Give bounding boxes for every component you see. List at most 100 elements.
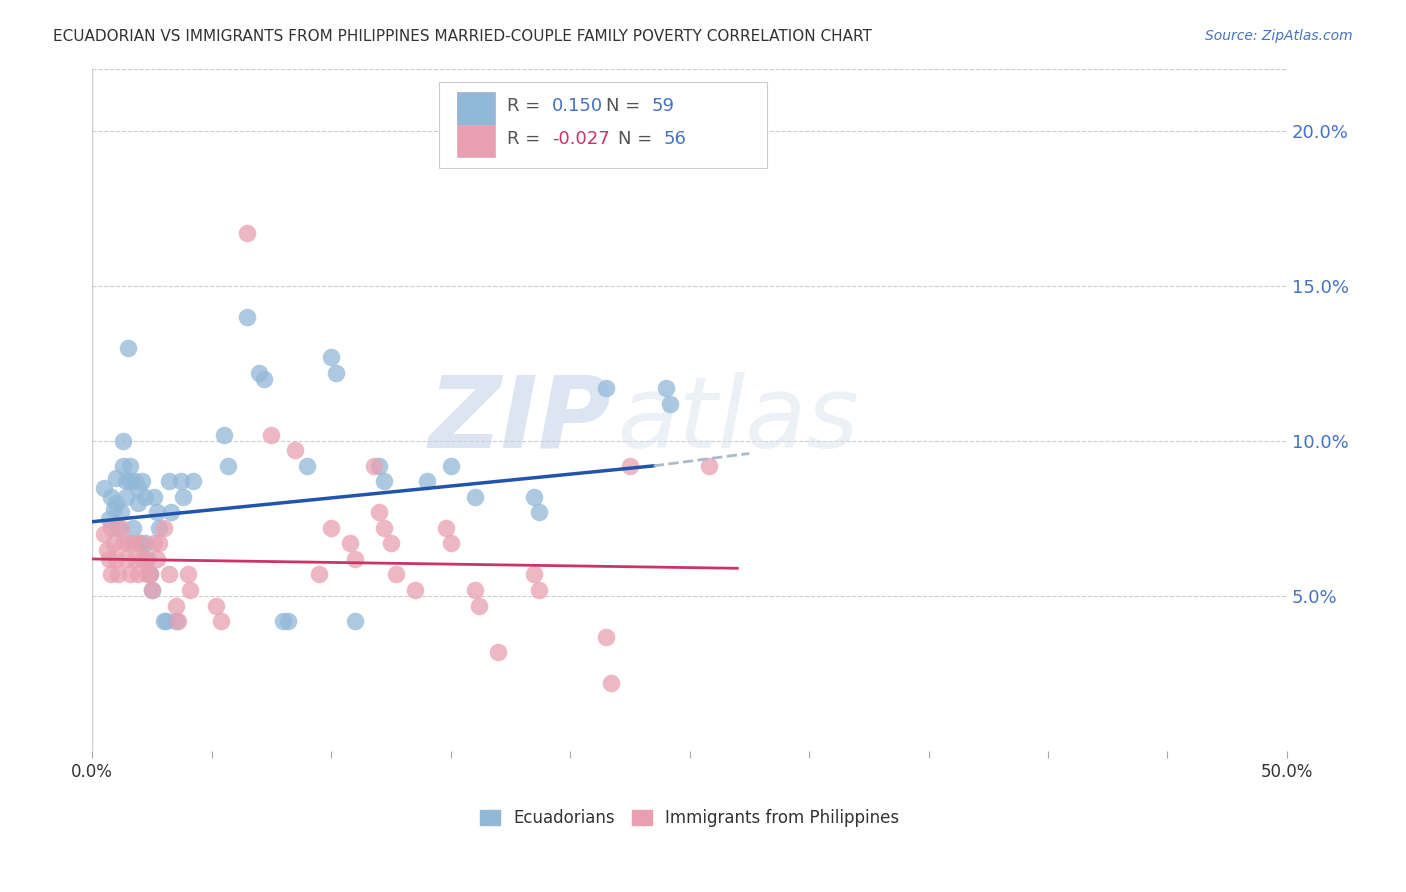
- Point: [134, 490, 156, 504]
- Point: [363, 458, 385, 473]
- Point: [141, 582, 163, 597]
- Point: [114, 490, 136, 504]
- Point: [97, 552, 120, 566]
- Text: R =: R =: [506, 97, 546, 115]
- Point: [134, 552, 156, 566]
- Point: [110, 505, 132, 519]
- Point: [344, 614, 367, 628]
- Point: [120, 567, 142, 582]
- Point: [599, 676, 621, 690]
- Point: [253, 372, 276, 386]
- Point: [527, 582, 550, 597]
- Point: [308, 567, 330, 582]
- Point: [100, 567, 122, 582]
- Point: [468, 599, 491, 613]
- Point: [167, 614, 190, 628]
- Point: [160, 505, 183, 519]
- Point: [434, 521, 457, 535]
- Point: [153, 614, 176, 628]
- Point: [157, 475, 180, 489]
- Point: [527, 505, 550, 519]
- Point: [97, 511, 120, 525]
- FancyBboxPatch shape: [457, 125, 495, 157]
- Point: [260, 427, 283, 442]
- Point: [120, 475, 142, 489]
- Point: [138, 567, 160, 582]
- Point: [127, 496, 149, 510]
- Point: [127, 481, 149, 495]
- Text: 59: 59: [651, 97, 675, 115]
- Point: [205, 599, 228, 613]
- Point: [619, 458, 641, 473]
- Point: [114, 552, 136, 566]
- Point: [165, 614, 187, 628]
- Point: [138, 567, 160, 582]
- Point: [654, 381, 676, 395]
- Point: [523, 567, 546, 582]
- Point: [339, 536, 361, 550]
- Point: [155, 614, 177, 628]
- Point: [93, 527, 115, 541]
- Point: [105, 496, 128, 510]
- Point: [277, 614, 299, 628]
- Point: [131, 552, 153, 566]
- Point: [249, 366, 271, 380]
- Point: [212, 427, 235, 442]
- Point: [129, 536, 152, 550]
- Point: [415, 475, 437, 489]
- Point: [120, 458, 142, 473]
- Text: -0.027: -0.027: [553, 130, 610, 148]
- Point: [117, 536, 139, 550]
- Point: [103, 502, 125, 516]
- Point: [368, 505, 391, 519]
- Text: Source: ZipAtlas.com: Source: ZipAtlas.com: [1205, 29, 1353, 43]
- Point: [595, 381, 617, 395]
- Point: [373, 475, 395, 489]
- Point: [100, 521, 122, 535]
- Point: [148, 536, 170, 550]
- Point: [209, 614, 232, 628]
- Point: [124, 552, 146, 566]
- Point: [157, 567, 180, 582]
- Point: [143, 536, 166, 550]
- Point: [121, 536, 143, 550]
- Point: [105, 471, 128, 485]
- Point: [284, 443, 307, 458]
- Point: [439, 536, 461, 550]
- Point: [344, 552, 367, 566]
- Point: [114, 475, 136, 489]
- Point: [169, 475, 191, 489]
- Point: [380, 536, 402, 550]
- Point: [141, 582, 163, 597]
- Text: 56: 56: [664, 130, 686, 148]
- Point: [105, 552, 128, 566]
- Point: [697, 458, 720, 473]
- Point: [129, 536, 152, 550]
- Point: [325, 366, 347, 380]
- Point: [321, 350, 343, 364]
- Point: [404, 582, 426, 597]
- Point: [153, 521, 176, 535]
- Point: [172, 490, 194, 504]
- Point: [110, 521, 132, 535]
- Point: [121, 521, 143, 535]
- Point: [595, 630, 617, 644]
- Point: [131, 475, 153, 489]
- Point: [273, 614, 295, 628]
- Point: [96, 542, 118, 557]
- Point: [217, 458, 239, 473]
- Text: ZIP: ZIP: [429, 372, 612, 468]
- Text: R =: R =: [506, 130, 546, 148]
- Point: [463, 582, 485, 597]
- Point: [181, 475, 204, 489]
- Point: [136, 552, 159, 566]
- Point: [136, 567, 159, 582]
- Point: [93, 481, 115, 495]
- Text: atlas: atlas: [617, 372, 859, 468]
- Point: [236, 310, 259, 324]
- Point: [486, 645, 509, 659]
- Legend: Ecuadorians, Immigrants from Philippines: Ecuadorians, Immigrants from Philippines: [475, 805, 904, 832]
- Point: [148, 521, 170, 535]
- Point: [177, 567, 200, 582]
- Point: [463, 490, 485, 504]
